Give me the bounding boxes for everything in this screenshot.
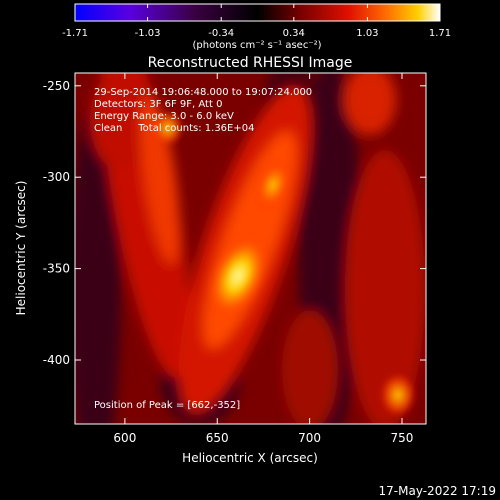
info-text: 29-Sep-2014 19:06:48.000 to 19:07:24.000… bbox=[94, 87, 312, 411]
colorbar-gradient bbox=[74, 3, 441, 22]
colorbar: -1.71 -1.03 -0.34 0.34 1.03 1.71 (photons cm⁻… bbox=[62, 3, 451, 51]
clean-total-counts-text: Clean Total counts: 1.36E+04 bbox=[94, 123, 254, 134]
x-axis-label: Heliocentric X (arcsec) bbox=[182, 451, 318, 465]
colorbar-tick-label: 1.71 bbox=[429, 28, 451, 39]
rhessi-image bbox=[75, 73, 426, 424]
plot-title: Reconstructed RHESSI Image bbox=[148, 55, 353, 71]
x-tick-label: 750 bbox=[391, 431, 414, 445]
y-axis-ticks: -250 -300 -350 -400 bbox=[43, 79, 426, 367]
colorbar-tick-label: -1.71 bbox=[62, 28, 88, 39]
colorbar-ticks: -1.71 -1.03 -0.34 0.34 1.03 1.71 bbox=[62, 4, 451, 39]
detectors-text: Detectors: 3F 6F 9F, Att 0 bbox=[94, 99, 222, 110]
y-tick-label: -300 bbox=[43, 170, 70, 184]
x-tick-label: 650 bbox=[206, 431, 229, 445]
x-tick-label: 700 bbox=[298, 431, 321, 445]
colorbar-tick-label: -0.34 bbox=[208, 28, 234, 39]
colorbar-tick-label: -1.03 bbox=[135, 28, 161, 39]
y-axis-label: Heliocentric Y (arcsec) bbox=[14, 181, 28, 316]
timestamp: 17-May-2022 17:19 bbox=[379, 484, 496, 498]
colorbar-tick-label: 0.34 bbox=[283, 28, 305, 39]
peak-position-text: Position of Peak = [662,-352] bbox=[94, 400, 240, 411]
colorbar-unit-label: (photons cm⁻² s⁻¹ asec⁻²) bbox=[192, 40, 321, 51]
x-axis-ticks: 600 650 700 750 bbox=[113, 73, 413, 445]
energy-range-text: Energy Range: 3.0 - 6.0 keV bbox=[94, 111, 234, 122]
y-tick-label: -250 bbox=[43, 79, 70, 93]
y-tick-label: -350 bbox=[43, 262, 70, 276]
colorbar-tick-label: 1.03 bbox=[356, 28, 378, 39]
y-tick-label: -400 bbox=[43, 353, 70, 367]
x-tick-label: 600 bbox=[113, 431, 136, 445]
plot-frame bbox=[74, 72, 427, 425]
time-range-text: 29-Sep-2014 19:06:48.000 to 19:07:24.000 bbox=[94, 87, 312, 98]
